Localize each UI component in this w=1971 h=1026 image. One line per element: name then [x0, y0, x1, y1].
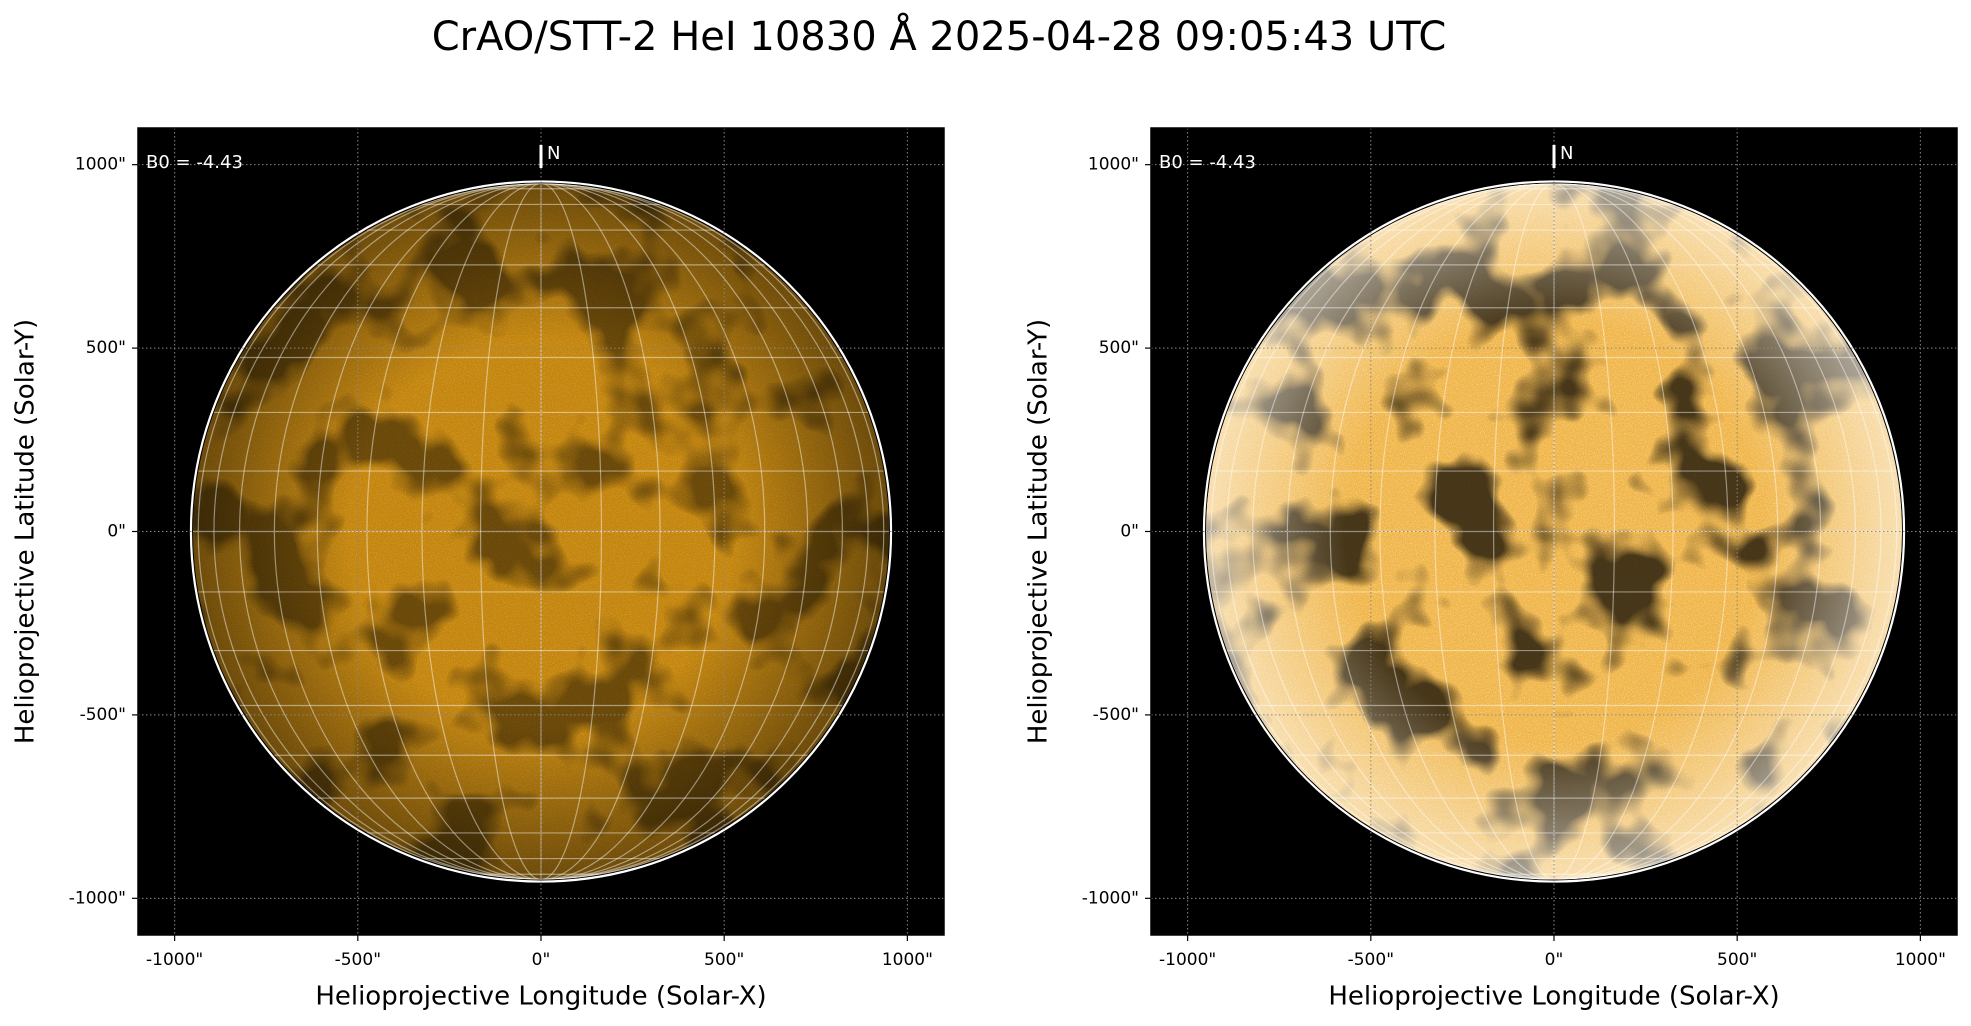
figure-title: CrAO/STT-2 HeI 10830 Å 2025-04-28 09:05:… [432, 12, 1447, 60]
meridian [540, 183, 809, 880]
y-tick-label: -1000" [69, 888, 126, 908]
annotation: B0 = -4.43 [1159, 152, 1256, 173]
y-axis-label: Helioprojective Latitude (Solar-Y) [11, 319, 41, 744]
meridian [1553, 183, 1779, 880]
x-tick-label: 0" [532, 950, 551, 970]
meridian [1252, 183, 1555, 880]
x-tick-label: 1000" [1895, 950, 1946, 970]
x-tick-label: -500" [335, 950, 381, 970]
x-tick-label: 500" [704, 950, 744, 970]
annotation: B0 = -4.43 [146, 152, 243, 173]
axes: -1000" -500" 0" 500" 1000" -1000" -500" 0" 500" 1… [11, 127, 945, 1012]
x-axis-label: Helioprojective Longitude (Solar-X) [315, 982, 766, 1012]
meridian [479, 183, 542, 880]
x-tick-label: 1000" [882, 950, 933, 970]
meridian [540, 183, 603, 880]
annotation: N [547, 143, 560, 164]
meridian [540, 183, 661, 880]
y-tick-label: 1000" [75, 155, 126, 175]
meridian [421, 183, 542, 880]
y-tick-label: -500" [80, 705, 126, 725]
meridian [239, 183, 542, 880]
y-tick-label: 500" [1099, 338, 1139, 358]
meridian [1553, 183, 1674, 880]
y-tick-label: -500" [1093, 705, 1139, 725]
y-tick-label: 500" [86, 338, 126, 358]
meridian [1329, 183, 1555, 880]
meridian [540, 183, 766, 880]
axes-frame [1150, 127, 1958, 936]
meridian [540, 183, 885, 880]
annotation: N [1560, 143, 1573, 164]
y-tick-label: 0" [107, 522, 126, 542]
meridian [1553, 183, 1822, 880]
solar-disk [192, 183, 890, 880]
meridian [1553, 183, 1898, 880]
axes: -1000" -500" 0" 500" 1000" -1000" -500" 0" 500" 1… [1024, 127, 1958, 1012]
limb [1205, 183, 1903, 880]
x-tick-label: -500" [1348, 950, 1394, 970]
x-tick-label: 500" [1717, 950, 1757, 970]
x-tick-label: -1000" [146, 950, 203, 970]
y-axis-label: Helioprojective Latitude (Solar-Y) [1024, 319, 1054, 744]
y-tick-label: 0" [1120, 522, 1139, 542]
meridian [1434, 183, 1555, 880]
meridian [540, 183, 869, 880]
x-tick-label: 0" [1545, 950, 1564, 970]
x-axis-label: Helioprojective Longitude (Solar-X) [1328, 982, 1779, 1012]
solar-disk [1205, 183, 1903, 880]
meridian [1492, 183, 1555, 880]
limb [192, 183, 890, 880]
x-tick-label: -1000" [1159, 950, 1216, 970]
y-tick-label: -1000" [1082, 888, 1139, 908]
meridian [316, 183, 542, 880]
y-tick-label: 1000" [1088, 155, 1139, 175]
axes-frame [137, 127, 945, 936]
meridian [1553, 183, 1616, 880]
meridian [1553, 183, 1882, 880]
